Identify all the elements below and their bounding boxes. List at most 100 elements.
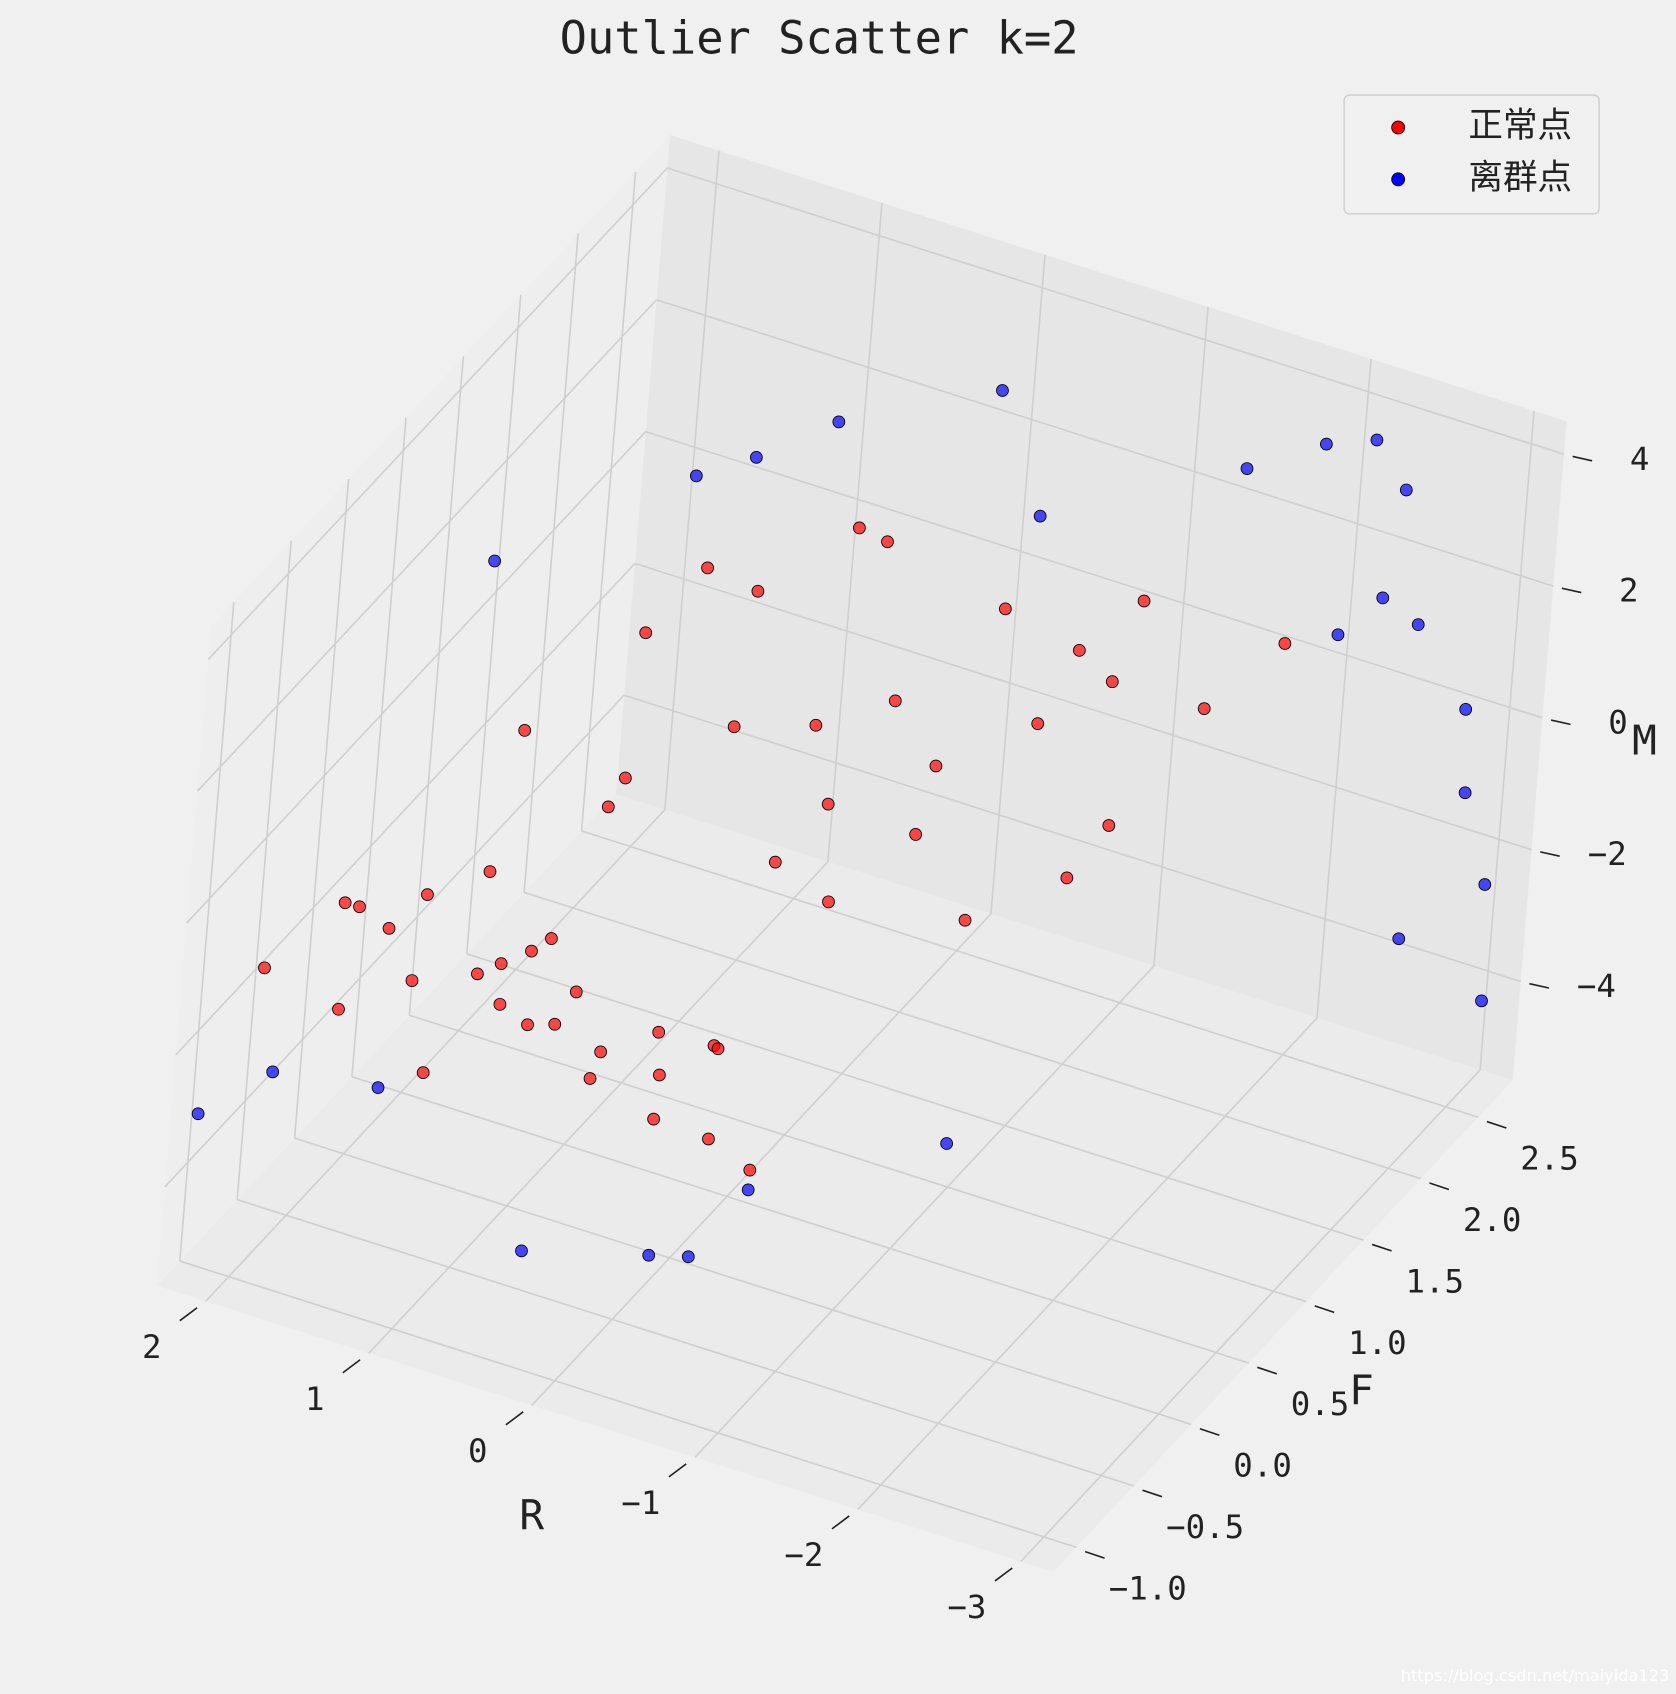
point	[642, 1248, 656, 1262]
z-grid-line	[175, 562, 636, 1056]
legend-label: 正常点	[1468, 106, 1572, 146]
y-grid-line	[581, 830, 1479, 1118]
point	[545, 932, 558, 945]
x-grid-line	[531, 913, 992, 1406]
point	[1331, 628, 1345, 642]
point	[653, 1068, 666, 1082]
y-grid-line	[351, 1075, 1249, 1364]
point	[1072, 643, 1086, 657]
point	[1320, 437, 1333, 451]
point	[1197, 702, 1211, 715]
x-tick-label: −1	[621, 1484, 660, 1522]
x-grid-line	[694, 965, 1155, 1458]
point	[371, 1081, 385, 1095]
x-grid-line	[1479, 410, 1535, 1071]
x-tick-label: 2	[142, 1328, 162, 1366]
tick-mark	[831, 1515, 850, 1530]
point	[652, 1025, 666, 1039]
legend-label: 离群点	[1468, 158, 1572, 198]
point	[749, 451, 763, 464]
point	[958, 913, 972, 927]
point	[701, 561, 714, 575]
point	[909, 828, 923, 841]
x-grid-line	[205, 809, 666, 1302]
z-tick-label: −4	[1577, 967, 1616, 1005]
x-tick-label: −2	[784, 1536, 823, 1574]
x-grid-line	[857, 1017, 1318, 1511]
tick-mark	[1314, 1305, 1335, 1314]
point	[639, 626, 653, 640]
point	[1392, 932, 1406, 946]
point	[809, 718, 823, 732]
point	[727, 720, 741, 734]
tick-mark	[1371, 1243, 1392, 1252]
z-grid-line	[164, 694, 625, 1188]
z-grid-line	[196, 299, 658, 792]
tick-mark	[179, 1307, 198, 1322]
point	[515, 1244, 528, 1258]
point	[1475, 994, 1488, 1008]
z-grid-line	[623, 694, 1522, 983]
x-grid-line	[1020, 1069, 1481, 1563]
point	[338, 896, 352, 910]
z-tick-label: 0	[1608, 703, 1628, 741]
tick-mark	[668, 1463, 687, 1478]
point	[1459, 702, 1473, 716]
point	[332, 1002, 345, 1016]
tick-mark	[1550, 719, 1571, 726]
z-grid-line	[634, 562, 1532, 851]
point	[618, 771, 632, 785]
point	[405, 974, 419, 987]
y-tick-label: 0.0	[1233, 1447, 1292, 1485]
tick-mark	[342, 1359, 361, 1374]
z-axis-label: M	[1632, 716, 1657, 764]
tick-mark	[1572, 455, 1593, 462]
x-tick-label: 0	[468, 1432, 488, 1470]
x-axis-label: R	[519, 1491, 544, 1539]
point	[521, 1018, 534, 1032]
x-grid-line	[1316, 358, 1372, 1018]
point	[821, 797, 835, 811]
point	[518, 724, 532, 737]
point	[702, 1132, 715, 1146]
point	[711, 1042, 725, 1056]
point	[471, 967, 484, 981]
y-grid-line	[465, 294, 522, 954]
point	[421, 888, 434, 902]
y-tick-label: 1.0	[1348, 1324, 1407, 1362]
point	[888, 694, 902, 708]
y-tick-label: 2.5	[1520, 1139, 1579, 1177]
point	[494, 957, 508, 971]
grid	[164, 150, 1593, 1582]
tick-mark	[1199, 1428, 1220, 1437]
point	[1376, 591, 1390, 605]
point	[601, 800, 615, 814]
point	[353, 900, 366, 914]
point	[647, 1112, 660, 1126]
y-tick-label: 0.5	[1291, 1385, 1350, 1423]
y-grid-line	[293, 479, 350, 1139]
point	[382, 921, 396, 935]
labels: −3 −2 −1 0 1 2 −1.0 −0.5 0.0 0.5 1.0 1.5 2.0 2.5 −4 −2 0…	[142, 440, 1649, 1626]
y-grid-line	[351, 417, 407, 1077]
z-grid-line	[645, 430, 1543, 719]
z-tick-label: −2	[1588, 835, 1627, 873]
z-tick-label: 4	[1630, 440, 1650, 478]
x-grid-line	[990, 254, 1046, 914]
y-tick-label: 2.0	[1463, 1201, 1522, 1239]
point	[832, 415, 846, 429]
y-grid-line	[179, 1260, 1077, 1549]
point	[548, 1017, 562, 1031]
point	[1411, 618, 1425, 632]
x-tick-label: −3	[947, 1588, 986, 1626]
y-grid-line	[236, 540, 293, 1200]
y-grid-line	[466, 953, 1364, 1241]
legend-marker	[1391, 172, 1406, 187]
legend-marker	[1391, 120, 1406, 135]
point	[1458, 786, 1472, 800]
point	[583, 1072, 597, 1085]
point	[768, 855, 782, 869]
point	[1102, 819, 1116, 832]
point	[1240, 462, 1254, 475]
